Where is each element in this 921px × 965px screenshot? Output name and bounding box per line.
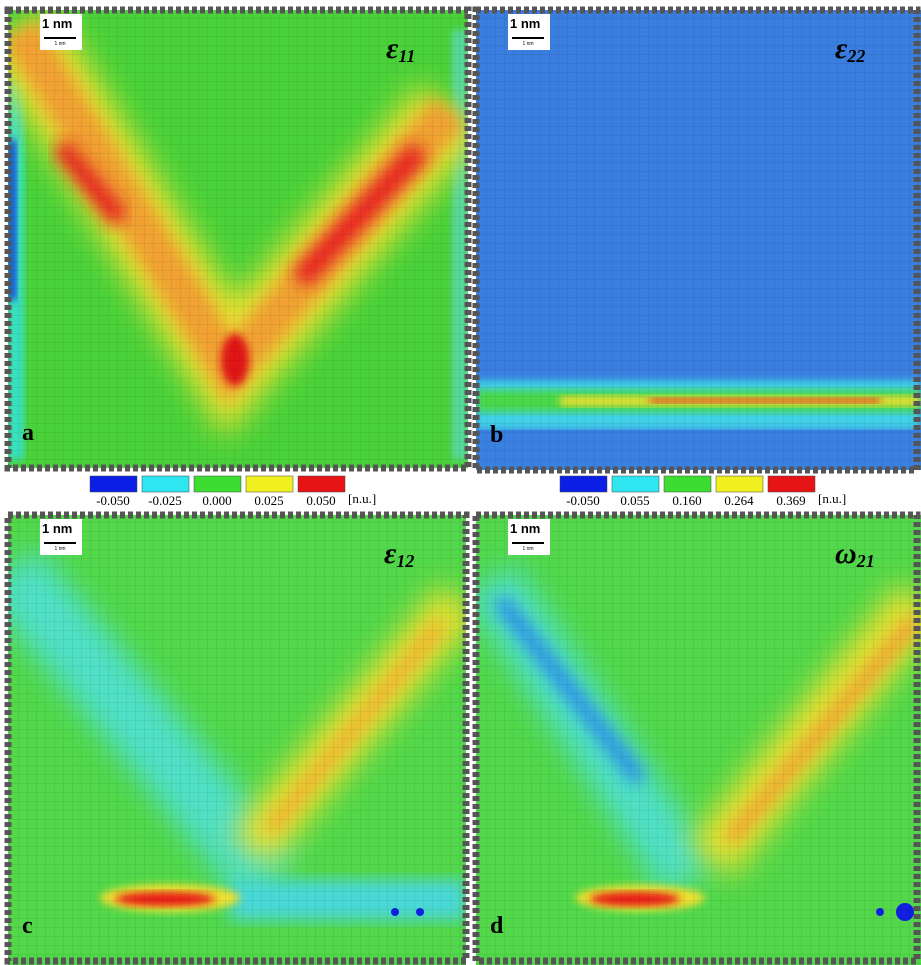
symbol: ε: [386, 32, 399, 65]
panel-label: c: [22, 913, 33, 939]
color-swatch: [246, 476, 293, 492]
subscript: 22: [846, 46, 865, 66]
colorbar-tick: 0.050: [306, 493, 335, 508]
map-d: [476, 515, 921, 965]
color-swatch: [194, 476, 241, 492]
colorbar-tick: 0.264: [724, 493, 754, 508]
color-swatch: [664, 476, 711, 492]
map-c: [8, 515, 466, 965]
figure: 1 nm1 nmaε111 nm1 nmbε221 nm1 nmcε121 nm…: [0, 0, 921, 965]
subscript: 11: [398, 46, 415, 66]
colorbar-tick: 0.160: [672, 493, 701, 508]
scale-bar-label: 1 nm: [54, 546, 65, 552]
colorbar-tick: -0.050: [96, 493, 130, 508]
scale-label: 1 nm: [42, 521, 72, 536]
scale-label: 1 nm: [510, 521, 540, 536]
color-swatch: [298, 476, 345, 492]
page: {"panels": [ {"label": "a", "symbol": "ε…: [0, 0, 921, 965]
map-a: [8, 10, 468, 468]
scale-bar-label: 1 nm: [522, 546, 533, 552]
scale-label: 1 nm: [510, 16, 540, 31]
colorbar: -0.050 -0.025 0.000 0.025 0.050 [n.u.]: [90, 476, 376, 508]
colorbar-tick: 0.025: [254, 493, 283, 508]
panel-label: d: [490, 913, 504, 939]
subscript: 21: [856, 551, 875, 571]
color-swatch: [768, 476, 815, 492]
color-swatch: [90, 476, 137, 492]
color-swatch: [560, 476, 607, 492]
colorbar-tick: 0.055: [620, 493, 649, 508]
colorbar-tick: -0.050: [566, 493, 600, 508]
symbol: ε: [835, 32, 848, 65]
symbol: ω: [835, 537, 857, 570]
color-swatch: [142, 476, 189, 492]
panel-label: a: [22, 420, 34, 446]
color-swatch: [612, 476, 659, 492]
colorbar-unit: [n.u.]: [818, 491, 846, 506]
colorbar-tick: 0.000: [202, 493, 231, 508]
scale-bar-label: 1 nm: [54, 41, 65, 47]
scale-label: 1 nm: [42, 16, 72, 31]
scale-bar-label: 1 nm: [522, 41, 533, 47]
colorbar-tick: -0.025: [148, 493, 182, 508]
colorbar-unit: [n.u.]: [348, 491, 376, 506]
colorbar-tick: 0.369: [776, 493, 805, 508]
panel-label: b: [490, 422, 503, 448]
map-b: [476, 10, 921, 470]
subscript: 12: [396, 551, 414, 571]
colorbar: -0.050 0.055 0.160 0.264 0.369 [n.u.]: [560, 476, 846, 508]
color-swatch: [716, 476, 763, 492]
symbol: ε: [384, 537, 397, 570]
